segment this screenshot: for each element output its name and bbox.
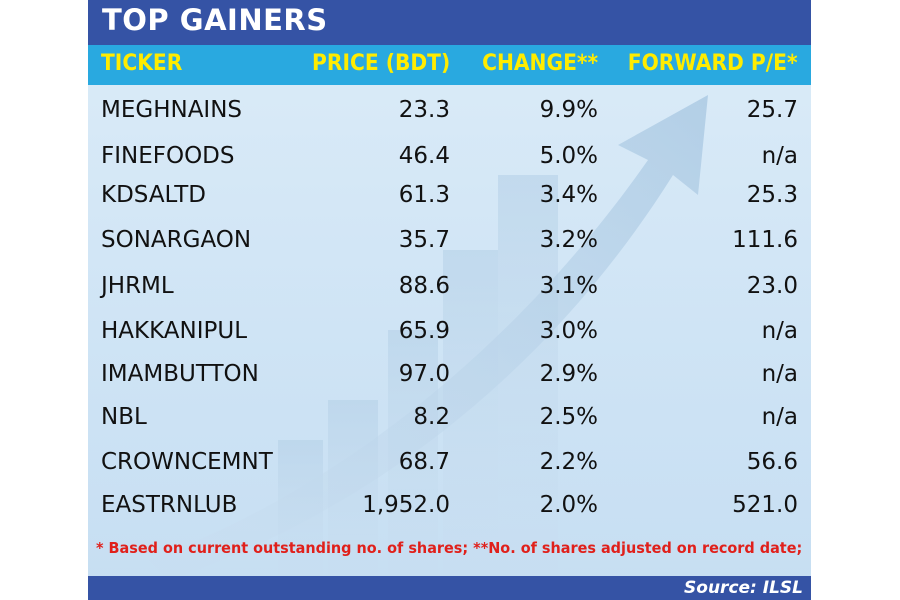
forward-pe-cell: n/a <box>761 404 798 430</box>
ticker-cell: CROWNCEMNT <box>101 449 273 475</box>
table-row: CROWNCEMNT 68.7 2.2% 56.6 <box>88 449 811 481</box>
forward-pe-cell: n/a <box>761 143 798 169</box>
change-cell: 3.0% <box>539 318 598 344</box>
forward-pe-cell: n/a <box>761 318 798 344</box>
price-cell: 68.7 <box>398 449 450 475</box>
ticker-cell: HAKKANIPUL <box>101 318 248 344</box>
price-cell: 35.7 <box>398 227 450 253</box>
forward-pe-cell: 25.7 <box>746 97 798 123</box>
title-bar: TOP GAINERS <box>88 0 811 45</box>
table-row: EASTRNLUB 1,952.0 2.0% 521.0 <box>88 492 811 524</box>
footnote: * Based on current outstanding no. of sh… <box>96 539 803 557</box>
ticker-cell: KDSALTD <box>101 182 206 208</box>
price-cell: 88.6 <box>398 273 450 299</box>
price-cell: 23.3 <box>398 97 450 123</box>
change-cell: 3.2% <box>539 227 598 253</box>
column-header-change: CHANGE** <box>481 51 598 76</box>
forward-pe-cell: 521.0 <box>732 492 798 518</box>
forward-pe-cell: 25.3 <box>746 182 798 208</box>
table-row: KDSALTD 61.3 3.4% 25.3 <box>88 182 811 214</box>
forward-pe-cell: 23.0 <box>746 273 798 299</box>
ticker-cell: IMAMBUTTON <box>101 361 259 387</box>
column-header-ticker: TICKER <box>101 51 183 76</box>
column-header-price: PRICE (BDT) <box>311 51 450 76</box>
page-title: TOP GAINERS <box>102 3 328 37</box>
change-cell: 2.2% <box>539 449 598 475</box>
price-cell: 1,952.0 <box>362 492 450 518</box>
ticker-cell: NBL <box>101 404 147 430</box>
source-bar: Source: ILSL <box>88 576 811 600</box>
top-gainers-card: TOP GAINERS TICKER PRICE (BDT) CHANGE** … <box>88 0 811 600</box>
table-row: SONARGAON 35.7 3.2% 111.6 <box>88 227 811 259</box>
table-row: NBL 8.2 2.5% n/a <box>88 404 811 436</box>
ticker-cell: MEGHNAINS <box>101 97 243 123</box>
table-row: FINEFOODS 46.4 5.0% n/a <box>88 143 811 175</box>
forward-pe-cell: 111.6 <box>732 227 798 253</box>
price-cell: 46.4 <box>398 143 450 169</box>
ticker-cell: JHRML <box>101 273 174 299</box>
table-row: MEGHNAINS 23.3 9.9% 25.7 <box>88 97 811 129</box>
rising-chart-background-illustration <box>148 95 708 580</box>
change-cell: 5.0% <box>539 143 598 169</box>
change-cell: 3.4% <box>539 182 598 208</box>
change-cell: 2.9% <box>539 361 598 387</box>
price-cell: 65.9 <box>398 318 450 344</box>
price-cell: 8.2 <box>413 404 450 430</box>
table-header: TICKER PRICE (BDT) CHANGE** FORWARD P/E* <box>88 45 811 85</box>
change-cell: 2.5% <box>539 404 598 430</box>
table-row: IMAMBUTTON 97.0 2.9% n/a <box>88 361 811 393</box>
price-cell: 61.3 <box>398 182 450 208</box>
table-row: JHRML 88.6 3.1% 23.0 <box>88 273 811 305</box>
column-header-forward-pe: FORWARD P/E* <box>628 51 798 76</box>
forward-pe-cell: 56.6 <box>746 449 798 475</box>
change-cell: 2.0% <box>539 492 598 518</box>
source-credit: Source: ILSL <box>684 578 803 598</box>
ticker-cell: EASTRNLUB <box>101 492 238 518</box>
forward-pe-cell: n/a <box>761 361 798 387</box>
ticker-cell: SONARGAON <box>101 227 252 253</box>
change-cell: 3.1% <box>539 273 598 299</box>
price-cell: 97.0 <box>398 361 450 387</box>
ticker-cell: FINEFOODS <box>101 143 235 169</box>
table-row: HAKKANIPUL 65.9 3.0% n/a <box>88 318 811 350</box>
change-cell: 9.9% <box>539 97 598 123</box>
